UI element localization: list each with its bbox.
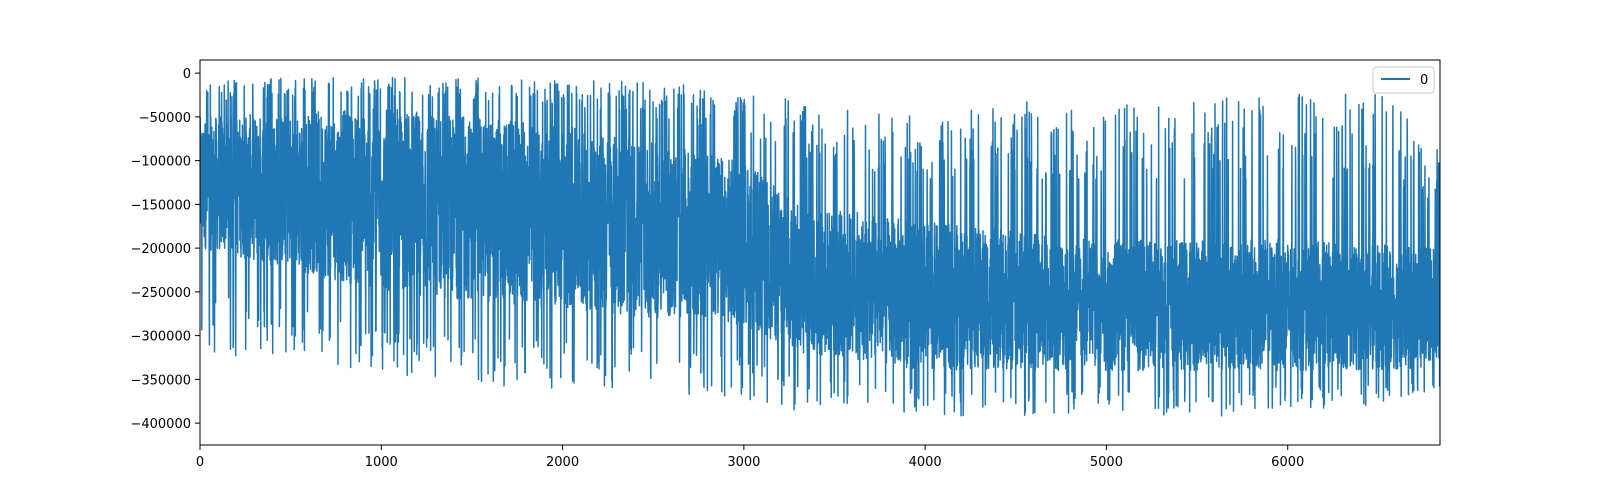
x-tick-label: 2000: [546, 455, 579, 470]
series-line-0: [200, 76, 1440, 417]
y-tick-label: 0: [183, 67, 191, 82]
y-tick-label: −200000: [130, 242, 191, 257]
y-tick-label: −300000: [130, 330, 191, 345]
x-tick-label: 4000: [909, 455, 942, 470]
y-tick-label: −150000: [130, 198, 191, 213]
series-0-path: [200, 76, 1440, 417]
legend: 0: [1372, 66, 1435, 94]
y-axis: 0 −50000 −100000 −150000 −200000 −250000 −3000…: [130, 67, 200, 432]
legend-label: 0: [1420, 73, 1428, 88]
plot-frame: [199, 59, 1441, 446]
y-tick-label: −50000: [139, 111, 191, 126]
x-tick-label: 5000: [1090, 455, 1123, 470]
x-tick-label: 1000: [365, 455, 398, 470]
x-tick-label: 3000: [727, 455, 760, 470]
x-tick-label: 0: [196, 455, 204, 470]
y-tick-label: −100000: [130, 155, 191, 170]
y-tick-label: −400000: [130, 417, 191, 432]
x-axis: 0 1000 2000 3000 4000 5000 6000: [196, 445, 1304, 470]
x-tick-label: 6000: [1271, 455, 1304, 470]
y-tick-label: −250000: [130, 286, 191, 301]
y-tick-label: −350000: [130, 373, 191, 388]
